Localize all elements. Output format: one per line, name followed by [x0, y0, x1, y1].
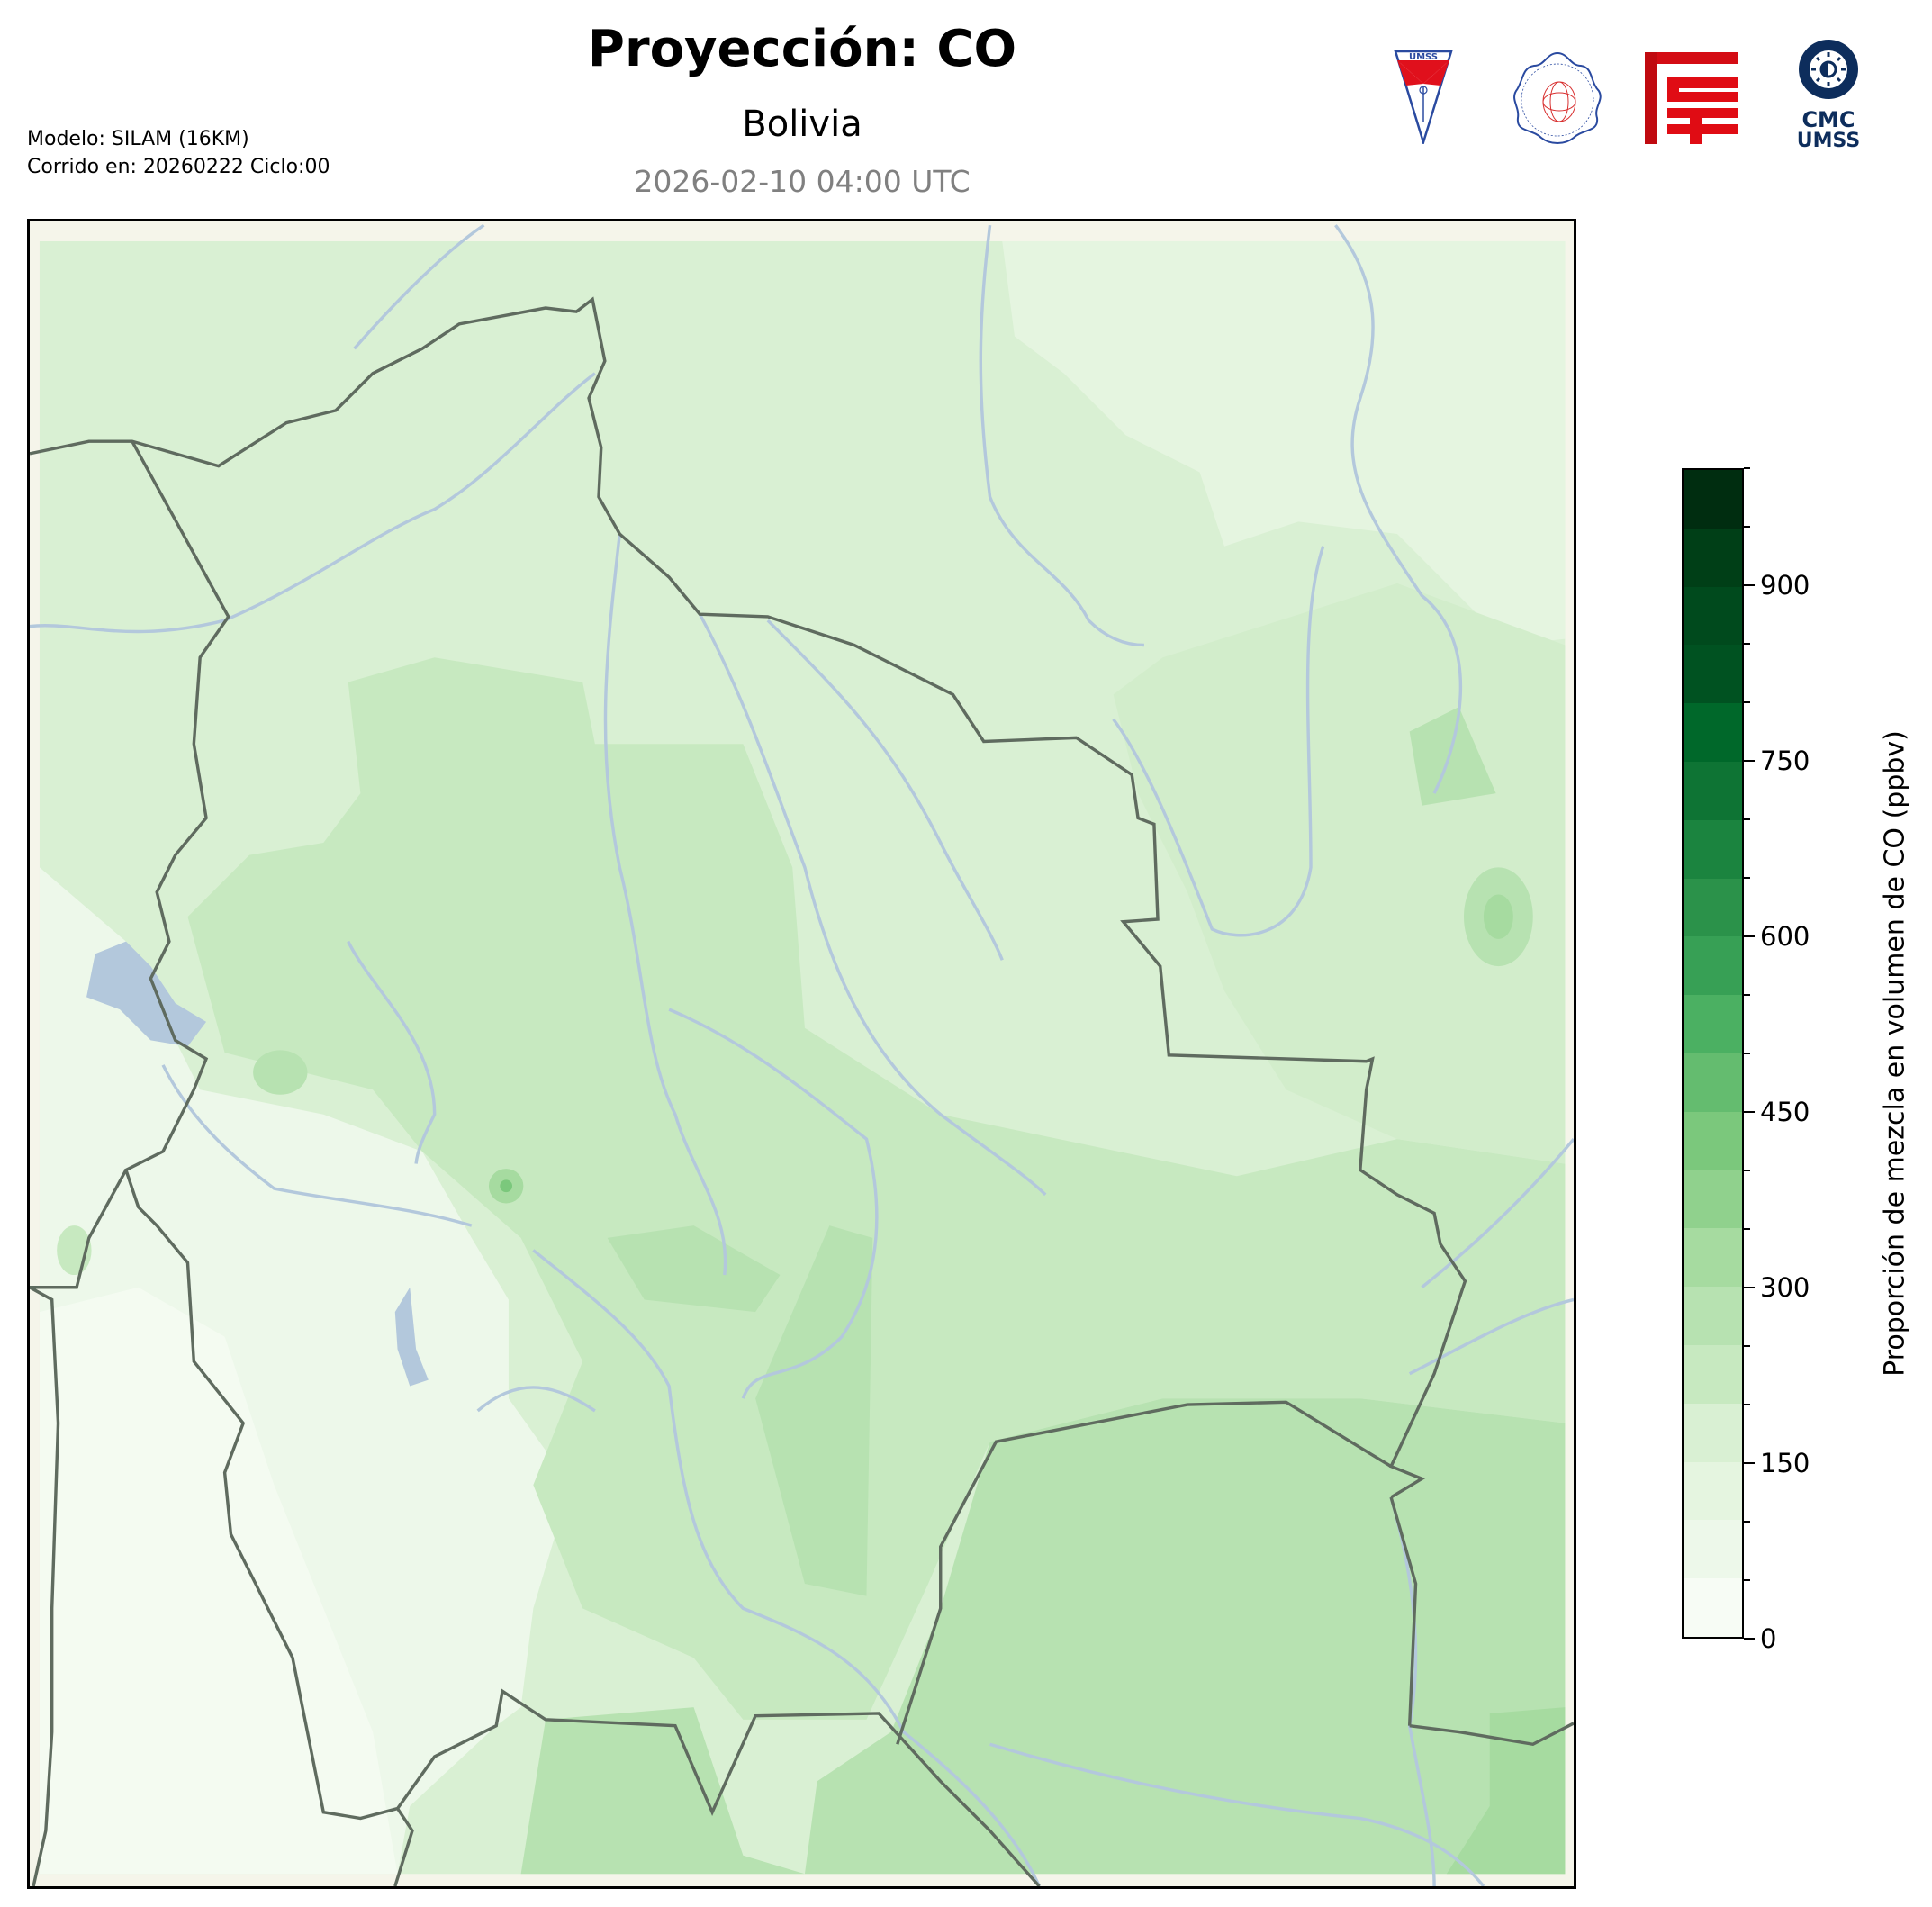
field-low-northeast: [1002, 240, 1566, 646]
colorbar-bin-2: [1684, 1461, 1742, 1521]
field-east-patch: [1409, 707, 1496, 806]
fisica-department-logo: [1511, 50, 1604, 147]
lake-poopo: [394, 1287, 429, 1387]
colorbar-bin-19: [1684, 470, 1742, 529]
colorbar-minor-tick: [1744, 1579, 1750, 1581]
model-info: Modelo: SILAM (16KM): [27, 128, 249, 150]
colorbar-major-tick: [1744, 760, 1755, 762]
co-concentration-map: [27, 219, 1576, 1889]
umss-logo: UMSS: [1394, 50, 1453, 147]
colorbar-tick-label: 150: [1760, 1448, 1810, 1478]
colorbar-minor-tick: [1744, 877, 1750, 879]
colorbar-bin-10: [1684, 995, 1742, 1054]
cmc-umss-logo: CMC UMSS: [1793, 37, 1864, 156]
colorbar-minor-tick: [1744, 701, 1750, 703]
colorbar-bin-5: [1684, 1287, 1742, 1346]
colorbar-major-tick: [1744, 1638, 1755, 1640]
colorbar-minor-tick: [1744, 1521, 1750, 1523]
colorbar-tick-label: 0: [1760, 1623, 1777, 1654]
colorbar-minor-tick: [1744, 1053, 1750, 1054]
colorbar-bin-4: [1684, 1345, 1742, 1404]
colorbar-major-tick: [1744, 1287, 1755, 1288]
colorbar-bin-8: [1684, 1111, 1742, 1170]
colorbar-tick-label: 600: [1760, 921, 1810, 952]
field-hotspot-west: [253, 1050, 308, 1095]
colorbar-tick-label: 900: [1760, 570, 1810, 601]
colorbar-bin-0: [1684, 1578, 1742, 1637]
plot-subtitle: Bolivia: [742, 104, 862, 145]
colorbar-label: Proporción de mezcla en volumen de CO (p…: [1879, 730, 1911, 1377]
colorbar-minor-tick: [1744, 526, 1750, 528]
colorbar-minor-tick: [1744, 1345, 1750, 1347]
colorbar-bin-15: [1684, 703, 1742, 763]
plot-title: Proyección: CO: [587, 20, 1017, 78]
field-central-patch: [607, 1225, 781, 1313]
colorbar-bin-14: [1684, 762, 1742, 820]
colorbar-tick-label: 750: [1760, 746, 1810, 776]
colorbar-bin-1: [1684, 1520, 1742, 1579]
colorbar-minor-tick: [1744, 1404, 1750, 1405]
colorbar-major-tick: [1744, 584, 1755, 586]
colorbar-bin-6: [1684, 1228, 1742, 1288]
field-high-south: [520, 1707, 805, 1875]
forecast-datetime: 2026-02-10 04:00 UTC: [634, 164, 971, 199]
colorbar-bin-13: [1684, 819, 1742, 879]
colorbar-minor-tick: [1744, 1228, 1750, 1230]
colorbar-minor-tick: [1744, 1170, 1750, 1171]
field-high-southeast: [804, 1398, 1566, 1875]
umss-logo-text: UMSS: [1796, 130, 1861, 152]
colorbar-minor-tick: [1744, 818, 1750, 820]
colorbar: [1682, 468, 1744, 1639]
svg-text:UMSS: UMSS: [1409, 52, 1438, 62]
run-info: Corrido en: 20260222 Ciclo:00: [27, 156, 330, 178]
colorbar-bin-3: [1684, 1403, 1742, 1462]
lake-titicaca: [86, 941, 207, 1047]
colorbar-minor-tick: [1744, 467, 1750, 469]
colorbar-bin-17: [1684, 586, 1742, 646]
colorbar-bin-12: [1684, 878, 1742, 937]
colorbar-bin-16: [1684, 645, 1742, 704]
cmc-logo-text: CMC: [1801, 107, 1855, 132]
colorbar-minor-tick: [1744, 994, 1750, 996]
fcyt-logo: [1645, 52, 1738, 144]
colorbar-major-tick: [1744, 1462, 1755, 1464]
colorbar-bin-9: [1684, 1053, 1742, 1112]
colorbar-bin-11: [1684, 936, 1742, 996]
field-higher-southeast-edge: [1446, 1707, 1566, 1875]
colorbar-major-tick: [1744, 1111, 1755, 1113]
colorbar-minor-tick: [1744, 643, 1750, 645]
colorbar-bin-7: [1684, 1170, 1742, 1229]
country-borders: [30, 296, 1574, 1886]
colorbar-major-tick: [1744, 935, 1755, 937]
colorbar-tick-label: 450: [1760, 1097, 1810, 1127]
colorbar-bin-18: [1684, 528, 1742, 587]
colorbar-tick-label: 300: [1760, 1272, 1810, 1303]
field-central-south-patch: [755, 1225, 873, 1596]
